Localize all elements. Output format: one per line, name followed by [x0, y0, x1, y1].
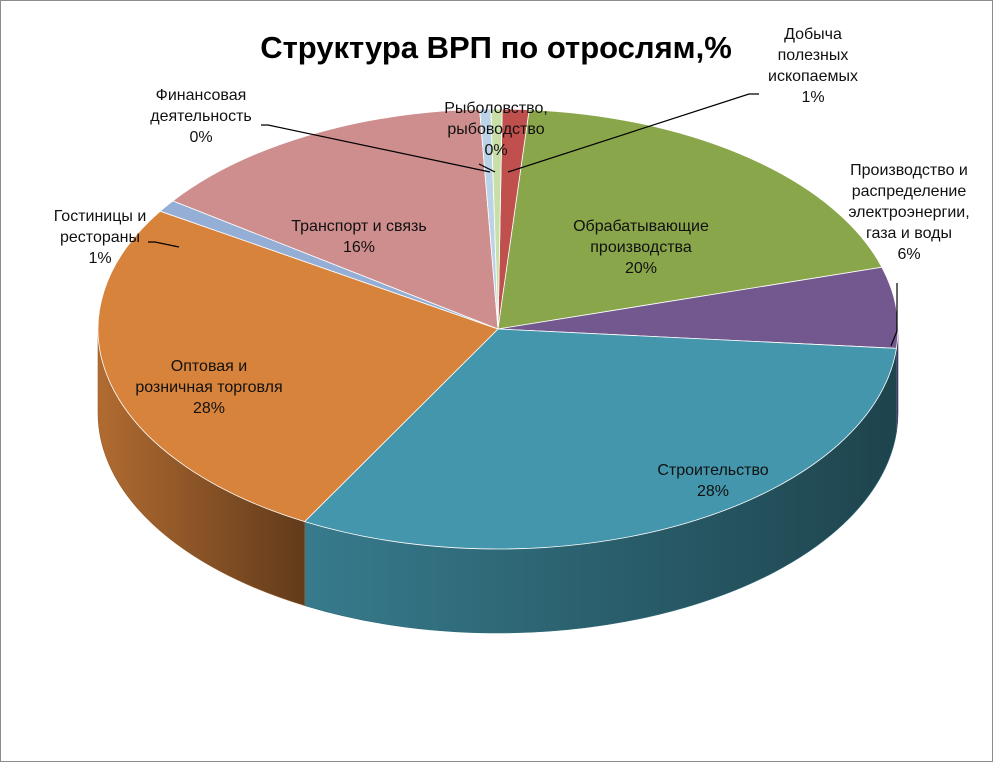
data-label-4: Оптовая и розничная торговля 28% [135, 358, 282, 417]
data-label-8-line-0: Рыболовство, [444, 100, 548, 117]
data-label-6-line-0: Транспорт и связь [291, 218, 426, 235]
pie-slice-1 [497, 109, 883, 330]
data-label-2: Производство и распределение электроэнерги… [848, 162, 969, 263]
data-label-5-line-0: Гостиницы и [54, 208, 147, 225]
leader-line-8 [478, 163, 496, 173]
data-label-3-line-0: Строительство [657, 462, 768, 479]
data-label-1-line-1: производства [590, 239, 692, 256]
data-label-7-percent: 0% [189, 129, 212, 146]
data-label-4-line-0: Оптовая и [171, 358, 247, 375]
leader-lines [148, 93, 898, 347]
data-label-0-line-0: Добыча [784, 26, 842, 43]
pie-slice-2 [497, 266, 899, 349]
data-label-0-percent: 1% [801, 89, 824, 106]
data-label-1: Обрабатывающие производства 20% [573, 218, 709, 277]
leader-line-7 [261, 124, 491, 173]
data-label-1-percent: 20% [625, 260, 657, 277]
data-label-0: Добыча полезных ископаемых 1% [768, 26, 858, 106]
data-label-3: Строительство 28% [657, 462, 768, 500]
data-label-7-line-0: Финансовая [156, 87, 247, 104]
data-label-8-line-1: рыбоводство [447, 121, 544, 138]
data-labels: Добыча полезных ископаемых 1% Обрабатывающие… [54, 26, 970, 500]
data-label-0-line-1: полезных [778, 47, 849, 64]
data-label-4-line-1: розничная торговля [135, 379, 282, 396]
chart-title: Структура ВРП по отрослям,% [260, 30, 732, 65]
data-label-0-line-2: ископаемых [768, 68, 858, 85]
pie-slice-4 [97, 210, 499, 523]
data-label-7-line-1: деятельность [150, 108, 251, 125]
leader-line-0 [507, 93, 759, 173]
data-label-7: Финансовая деятельность 0% [150, 87, 251, 146]
leader-line-5 [148, 241, 180, 248]
pie-slice-3 [303, 328, 897, 550]
data-label-3-percent: 28% [697, 483, 729, 500]
data-label-1-line-0: Обрабатывающие [573, 218, 709, 235]
data-label-6-percent: 16% [343, 239, 375, 256]
data-label-4-percent: 28% [193, 400, 225, 417]
data-label-6: Транспорт и связь 16% [291, 218, 426, 256]
data-label-2-line-1: распределение [852, 183, 967, 200]
pie-slice-8 [490, 108, 503, 330]
data-label-2-line-3: газа и воды [866, 225, 952, 242]
pie-top [97, 108, 899, 550]
data-label-8-percent: 0% [484, 142, 507, 159]
data-label-2-line-2: электроэнергии, [848, 204, 969, 221]
pie-slice-6 [172, 108, 499, 330]
data-label-2-line-0: Производство и [850, 162, 968, 179]
data-label-8: Рыболовство, рыбоводство 0% [444, 100, 548, 159]
data-label-5: Гостиницы и рестораны 1% [54, 208, 147, 267]
data-label-5-line-1: рестораны [60, 229, 140, 246]
leader-line-2 [890, 283, 898, 347]
data-label-5-percent: 1% [88, 250, 111, 267]
data-label-2-percent: 6% [897, 246, 920, 263]
